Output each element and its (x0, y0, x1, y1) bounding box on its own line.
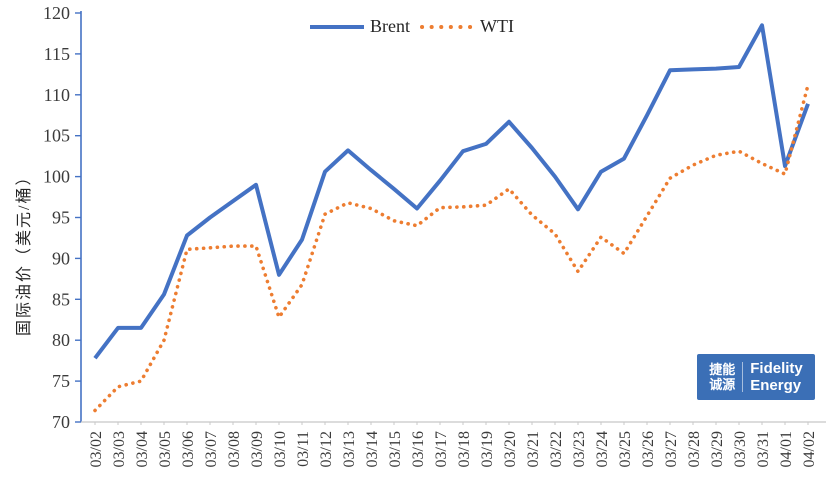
legend-item-brent: Brent (308, 16, 410, 37)
fidelity-energy-logo: 捷能 诚源 Fidelity Energy (697, 354, 815, 400)
x-tick-label: 03/25 (617, 431, 634, 467)
logo-chinese-text: 捷能 诚源 (709, 362, 735, 392)
x-tick-label: 03/04 (134, 431, 151, 467)
x-tick-label: 03/29 (709, 431, 726, 467)
y-tick-label: 80 (52, 330, 70, 350)
x-tick-label: 03/24 (594, 431, 611, 467)
x-tick-label: 03/10 (272, 431, 289, 467)
x-tick-label: 03/20 (502, 431, 519, 467)
y-tick-label: 110 (44, 85, 70, 105)
x-tick-label: 03/17 (433, 431, 450, 467)
y-tick-label: 95 (52, 208, 70, 228)
y-tick-label: 85 (52, 289, 70, 309)
y-tick-label: 115 (44, 44, 70, 64)
y-tick-label: 105 (43, 126, 70, 146)
x-tick-label: 03/16 (410, 431, 427, 467)
x-tick-label: 03/27 (663, 431, 680, 467)
y-tick-label: 90 (52, 248, 70, 268)
x-tick-label: 03/03 (111, 431, 128, 467)
x-tick-label: 03/23 (571, 431, 588, 467)
x-tick-label: 03/12 (318, 431, 335, 467)
y-tick-label: 70 (52, 412, 70, 432)
y-tick-label: 120 (43, 3, 70, 23)
x-tick-label: 03/07 (203, 431, 220, 467)
series-line-brent (93, 23, 810, 360)
x-tick-label: 03/22 (548, 431, 565, 467)
legend-brent-label: Brent (370, 16, 410, 36)
chart-legend: Brent WTI (308, 16, 514, 37)
x-tick-label: 03/18 (456, 431, 473, 467)
x-tick-label: 03/11 (295, 431, 312, 467)
wti-dotted-sample-icon (420, 24, 476, 29)
y-tick-label: 100 (43, 167, 70, 187)
brent-line-sample-icon (310, 24, 364, 29)
x-tick-label: 03/06 (180, 431, 197, 467)
x-tick-label: 03/15 (387, 431, 404, 467)
y-tick-label: 75 (52, 371, 70, 391)
logo-en-line1: Fidelity (750, 360, 803, 377)
logo-en-line2: Energy (750, 377, 802, 394)
x-tick-label: 03/14 (364, 431, 381, 467)
x-tick-label: 03/05 (157, 431, 174, 467)
x-tick-label: 04/02 (801, 431, 818, 467)
x-tick-label: 03/13 (341, 431, 358, 467)
x-tick-label: 03/30 (732, 431, 749, 467)
x-tick-label: 03/26 (640, 431, 657, 467)
logo-cn-line2: 诚源 (709, 377, 736, 392)
legend-wti-label: WTI (480, 16, 514, 36)
x-tick-label: 03/19 (479, 431, 496, 467)
legend-item-wti: WTI (418, 16, 514, 37)
logo-divider (742, 362, 744, 392)
x-tick-label: 03/21 (525, 431, 542, 467)
y-axis-title: 国际油价（美元/桶） (16, 167, 33, 336)
logo-english-text: Fidelity Energy (750, 360, 803, 394)
x-tick-label: 03/08 (226, 431, 243, 467)
x-tick-label: 03/28 (686, 431, 703, 467)
x-tick-label: 03/09 (249, 431, 266, 467)
x-tick-label: 03/31 (755, 431, 772, 467)
series-line-wti (93, 83, 810, 413)
x-tick-label: 03/02 (88, 431, 105, 467)
logo-cn-line1: 捷能 (709, 362, 736, 377)
x-tick-label: 04/01 (778, 431, 795, 467)
